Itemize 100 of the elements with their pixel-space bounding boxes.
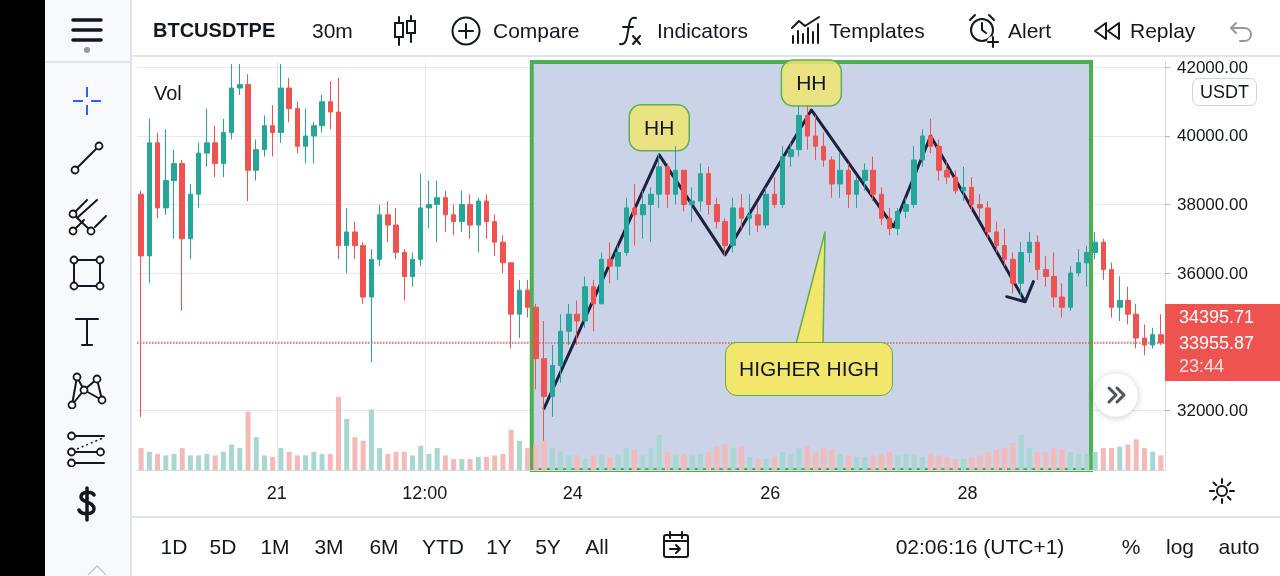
- bar: [837, 453, 843, 470]
- bar: [911, 455, 917, 470]
- candlestick: [599, 251, 604, 305]
- bar: [327, 453, 333, 470]
- text: log: [1165, 535, 1195, 558]
- candlestick: [245, 73, 251, 202]
- candlestick: [1018, 241, 1024, 298]
- candlestick: [476, 197, 481, 253]
- chart-title: BTCUSDTPE: [153, 19, 276, 41]
- bar: [722, 444, 728, 470]
- candlestick: [985, 200, 991, 240]
- bar: [928, 453, 934, 470]
- bar: [862, 456, 868, 470]
- candlestick: [443, 190, 448, 233]
- candlestick: [171, 149, 177, 240]
- bar: [286, 451, 292, 470]
- bar: [1117, 446, 1123, 470]
- candlestick: [525, 279, 530, 319]
- bar: [294, 455, 300, 470]
- bar: [623, 448, 629, 470]
- candlestick: [944, 159, 950, 185]
- candlestick: [1027, 231, 1032, 264]
- bar: [1150, 451, 1156, 470]
- y-tick-label: 32000.00: [1177, 400, 1248, 420]
- candlestick: [656, 152, 662, 209]
- candlestick: [344, 207, 349, 274]
- text: Alert: [1008, 19, 1052, 42]
- candlestick: [821, 132, 826, 168]
- candlestick: [1043, 255, 1049, 288]
- bar: [903, 453, 909, 470]
- bar: [870, 455, 876, 470]
- candlestick: [295, 101, 300, 154]
- candlestick: [632, 183, 637, 247]
- text: 3M: [314, 535, 344, 558]
- candlestick: [188, 183, 193, 260]
- candlestick: [673, 145, 678, 206]
- bar: [1043, 451, 1049, 470]
- candlestick: [196, 142, 201, 209]
- bar: [558, 451, 564, 470]
- candlestick: [582, 275, 588, 329]
- text: 02:06:16 (UTC+1): [895, 535, 1065, 558]
- bar: [261, 455, 267, 470]
- candlestick: [928, 118, 933, 154]
- bar: [360, 440, 366, 470]
- bar: [788, 453, 794, 470]
- candlestick: [665, 162, 670, 209]
- text: Replay: [1130, 19, 1196, 42]
- candlestick: [1125, 286, 1131, 325]
- bar: [368, 409, 374, 470]
- x-tick-label: 24: [562, 483, 583, 503]
- ref-line-label: 33955.87: [1165, 330, 1280, 356]
- bar: [574, 455, 580, 470]
- text: 23:44: [1165, 356, 1280, 381]
- candlestick: [796, 104, 802, 158]
- bar: [442, 455, 448, 470]
- bar: [714, 446, 720, 470]
- bar: [747, 456, 753, 470]
- candlestick: [615, 245, 621, 281]
- bar: [845, 455, 851, 470]
- bar: [640, 455, 646, 470]
- bar: [385, 453, 391, 470]
- candlestick: [1092, 231, 1098, 260]
- bar: [771, 456, 777, 470]
- candlestick: [755, 204, 761, 233]
- bar: [196, 455, 202, 470]
- y-tick-label: 40000.00: [1177, 126, 1248, 146]
- bar: [278, 448, 284, 470]
- bar: [1125, 444, 1131, 470]
- candlestick: [550, 344, 555, 418]
- y-tick-label: 36000.00: [1177, 263, 1248, 283]
- candlestick: [147, 118, 152, 284]
- candlestick: [689, 186, 695, 223]
- bar: [1010, 442, 1016, 470]
- candlestick: [270, 104, 275, 158]
- candlestick: [410, 251, 415, 288]
- candlestick: [237, 63, 243, 96]
- candlestick: [895, 207, 900, 236]
- candlestick: [311, 121, 317, 164]
- candlestick: [870, 156, 876, 202]
- bar: [393, 451, 399, 470]
- bar: [533, 444, 539, 470]
- candlestick: [624, 197, 629, 257]
- candlestick: [253, 138, 259, 182]
- candlestick: [434, 180, 440, 243]
- candlestick: [1117, 275, 1123, 322]
- bar: [697, 453, 703, 470]
- chart-subtitle: 30m: [312, 19, 353, 42]
- bar: [1141, 448, 1147, 470]
- bar: [484, 456, 490, 470]
- candlestick: [739, 193, 744, 229]
- bar: [961, 459, 967, 470]
- candlestick: [484, 193, 489, 240]
- candlestick: [377, 204, 382, 267]
- bar: [1158, 455, 1164, 470]
- bar: [500, 453, 506, 470]
- candlestick: [385, 200, 391, 243]
- bar: [1076, 453, 1082, 470]
- candlestick: [969, 176, 974, 212]
- bar: [229, 444, 235, 470]
- candlestick: [763, 186, 769, 229]
